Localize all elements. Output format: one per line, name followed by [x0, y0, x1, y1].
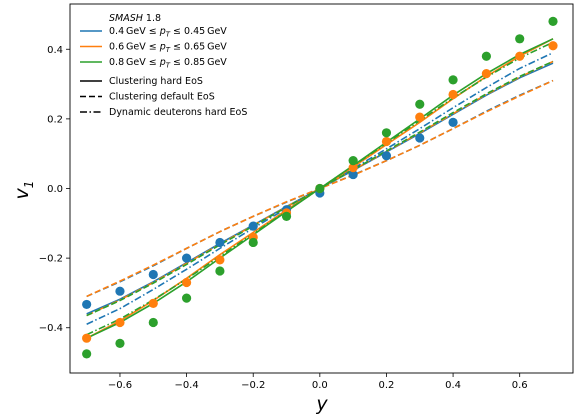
data-point-series-1 [448, 117, 458, 127]
data-point-series-1 [248, 221, 258, 231]
curve-dashdot-series-1 [86, 52, 554, 325]
legend-style-label: Clustering default EoS [109, 92, 215, 103]
data-point-series-3 [481, 51, 491, 61]
data-point-series-3 [348, 156, 358, 166]
legend-series-entries: 0.4 GeV ≤ pT ≤ 0.45 GeV 0.6 GeV ≤ pT ≤ 0.… [80, 26, 227, 70]
data-point-series-1 [181, 253, 192, 263]
data-point-series-2 [448, 89, 458, 100]
data-point-series-3 [415, 99, 425, 109]
legend-series-label: 0.8 GeV ≤ pT ≤ 0.85 GeV [109, 57, 227, 70]
data-point-series-1 [115, 286, 125, 296]
legend-title-name: SMASH [109, 13, 143, 24]
y-tick-label: 0.2 [47, 114, 63, 125]
legend-style-entries: Clustering hard EoS Clustering default Eo… [80, 76, 247, 118]
x-tick-label: −0.2 [241, 380, 265, 391]
data-point-series-3 [215, 266, 225, 276]
y-tick-label: 0.0 [47, 184, 63, 195]
data-point-series-1 [415, 133, 425, 143]
legend-title: SMASH 1.8 [109, 13, 161, 24]
data-point-series-1 [348, 169, 358, 180]
x-tick-label: 0.6 [512, 380, 528, 391]
data-point-series-2 [415, 112, 425, 122]
data-points [82, 16, 558, 359]
data-point-series-2 [548, 41, 558, 51]
data-point-series-3 [448, 75, 458, 85]
data-point-series-2 [481, 69, 491, 79]
data-point-series-3 [148, 317, 158, 328]
data-point-series-3 [248, 237, 258, 248]
data-point-series-2 [348, 163, 358, 173]
data-point-series-1 [148, 269, 158, 280]
x-axis-title: y [315, 393, 328, 414]
data-point-series-2 [381, 136, 392, 147]
data-point-series-3 [82, 349, 92, 359]
axis-ticks: −0.6 −0.4 −0.2 0.0 0.2 0.4 0.6 −0.4 −0.2 0.0 0.2 0.… [39, 45, 528, 391]
data-point-series-3 [181, 293, 192, 303]
y-axis-title-main: v [11, 187, 33, 199]
data-point-series-3 [315, 183, 325, 194]
data-point-series-3 [281, 211, 292, 221]
data-point-series-1 [215, 237, 225, 248]
y-axis-title-sub: 1 [22, 181, 36, 189]
data-point-series-2 [82, 333, 92, 343]
curve-dashdot-series-2 [86, 60, 554, 317]
legend-title-version: 1.8 [146, 13, 161, 24]
y-tick-label: −0.4 [39, 323, 63, 334]
legend-series-label: 0.4 GeV ≤ pT ≤ 0.45 GeV [109, 26, 227, 39]
x-tick-label: 0.0 [312, 380, 328, 391]
data-point-series-2 [181, 277, 192, 288]
data-point-series-3 [115, 338, 125, 349]
data-point-series-3 [381, 128, 392, 138]
data-point-series-1 [381, 151, 392, 161]
data-point-series-2 [115, 317, 125, 328]
legend-series-label: 0.6 GeV ≤ pT ≤ 0.65 GeV [109, 42, 227, 55]
data-point-series-2 [148, 298, 158, 308]
data-point-series-3 [548, 16, 558, 27]
x-tick-label: −0.4 [174, 380, 198, 391]
data-point-series-1 [82, 299, 92, 310]
data-point-series-2 [515, 51, 525, 61]
legend-style-label: Clustering hard EoS [109, 76, 203, 87]
legend: SMASH 1.8 0.4 GeV ≤ pT ≤ 0.45 GeV 0.6 GeV … [80, 13, 247, 118]
x-tick-label: −0.6 [108, 380, 132, 391]
x-tick-label: 0.2 [379, 380, 395, 391]
data-point-series-2 [215, 255, 225, 265]
legend-style-label: Dynamic deuterons hard EoS [109, 107, 247, 118]
x-tick-label: 0.4 [445, 380, 461, 391]
y-tick-label: −0.2 [39, 254, 63, 265]
y-axis-title: v1 [11, 181, 36, 200]
y-tick-label: 0.4 [47, 45, 63, 56]
data-point-series-3 [515, 34, 525, 44]
